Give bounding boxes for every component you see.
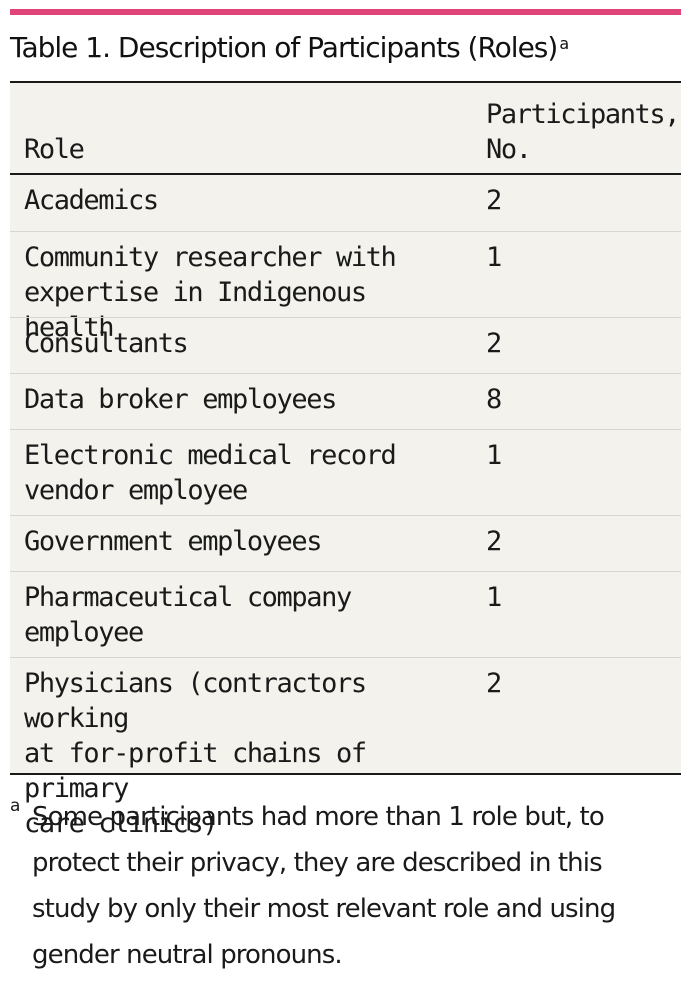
count-cell: 1 [486, 242, 503, 273]
table-row: Electronic medical record vendor employe… [10, 429, 681, 515]
table-row: Government employees 2 [10, 515, 681, 571]
count-cell: 1 [486, 582, 503, 613]
role-cell: Pharmaceutical company employee [24, 582, 352, 648]
count-cell: 8 [486, 384, 503, 415]
role-cell: Academics [24, 185, 159, 216]
table-body: Academics 2 Community researcher with ex… [10, 175, 681, 839]
role-cell: Consultants [24, 328, 189, 359]
role-cell: Community researcher with expertise in I… [24, 242, 397, 343]
table-row: Physicians (contractors working at for-p… [10, 657, 681, 839]
table-title-footnote-mark: a [559, 34, 569, 53]
role-cell: Government employees [24, 526, 323, 557]
role-cell: Data broker employees [24, 384, 337, 415]
role-cell: Physicians (contractors working at for-p… [24, 668, 367, 839]
participants-table: Role Participants, No. Academics 2 Commu… [10, 81, 681, 839]
table-row: Academics 2 [10, 175, 681, 231]
table-row: Consultants 2 [10, 317, 681, 373]
column-header-participants: Participants, No. [486, 99, 681, 165]
table-row: Data broker employees 8 [10, 373, 681, 429]
footnote-mark: a [10, 796, 21, 816]
count-cell: 2 [486, 668, 503, 699]
count-cell: 2 [486, 185, 503, 216]
role-cell: Electronic medical record vendor employe… [24, 440, 397, 506]
count-cell: 2 [486, 328, 503, 359]
table-header-row: Role Participants, No. [10, 83, 681, 175]
table-title: Table 1. Description of Participants (Ro… [10, 28, 681, 68]
table-row: Pharmaceutical company employee 1 [10, 571, 681, 657]
count-cell: 1 [486, 440, 503, 471]
footnote-text: Some participants had more than 1 role b… [32, 802, 616, 970]
column-header-role: Role [24, 134, 85, 165]
table-title-text: Table 1. Description of Participants (Ro… [10, 31, 558, 64]
title-accent-rule [10, 9, 681, 15]
count-cell: 2 [486, 526, 503, 557]
table-row: Community researcher with expertise in I… [10, 231, 681, 343]
